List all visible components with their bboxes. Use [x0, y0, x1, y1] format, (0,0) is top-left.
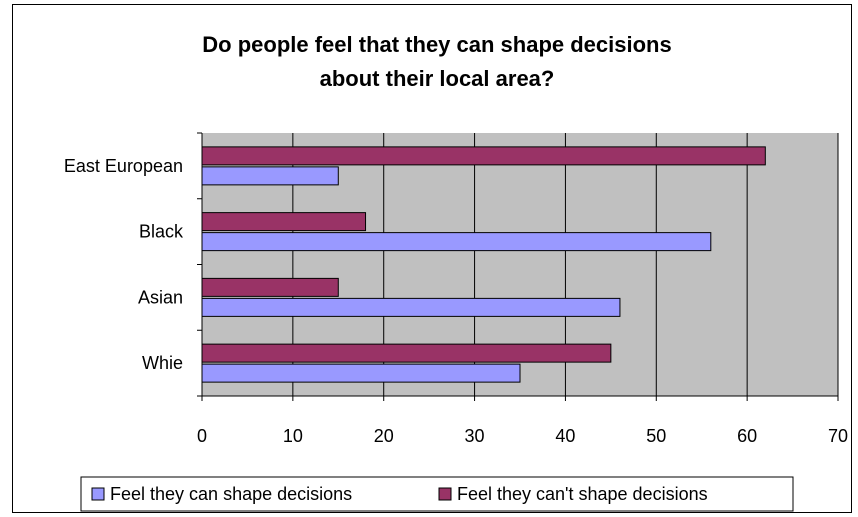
- x-tick-label-10: 10: [283, 426, 303, 446]
- legend-swatch-can: [91, 487, 105, 501]
- category-label-2: Black: [139, 222, 184, 242]
- legend-label-can: Feel they can shape decisions: [110, 484, 352, 504]
- category-label-0: Whie: [142, 353, 183, 373]
- bars: [201, 146, 766, 383]
- legend-swatch-cant: [438, 487, 452, 501]
- x-tick-label-50: 50: [646, 426, 666, 446]
- category-label-3: East European: [64, 156, 183, 176]
- axes: [197, 132, 839, 401]
- bar-cant-1: [201, 277, 339, 297]
- bar-can-0: [201, 363, 521, 383]
- chart-title-line-1: Do people feel that they can shape decis…: [202, 32, 671, 57]
- category-label-1: Asian: [138, 287, 183, 307]
- bar-can-2: [201, 232, 712, 252]
- x-tick-label-20: 20: [374, 426, 394, 446]
- x-tick-label-70: 70: [828, 426, 848, 446]
- bar-can-1: [201, 297, 621, 317]
- bar-cant-2: [201, 212, 367, 232]
- bar-can-3: [201, 166, 339, 186]
- chart-title-line-2: about their local area?: [320, 66, 555, 91]
- x-tick-label-30: 30: [465, 426, 485, 446]
- x-tick-labels: 0 10 20 30 40 50 60 70: [197, 426, 848, 446]
- x-tick-label-0: 0: [197, 426, 207, 446]
- x-tick-label-40: 40: [555, 426, 575, 446]
- bar-cant-3: [201, 146, 766, 166]
- legend-label-cant: Feel they can't shape decisions: [457, 484, 708, 504]
- category-labels: Whie Asian Black East European: [64, 156, 184, 373]
- bar-cant-0: [201, 343, 612, 363]
- legend-box: [80, 476, 794, 512]
- x-tick-label-60: 60: [737, 426, 757, 446]
